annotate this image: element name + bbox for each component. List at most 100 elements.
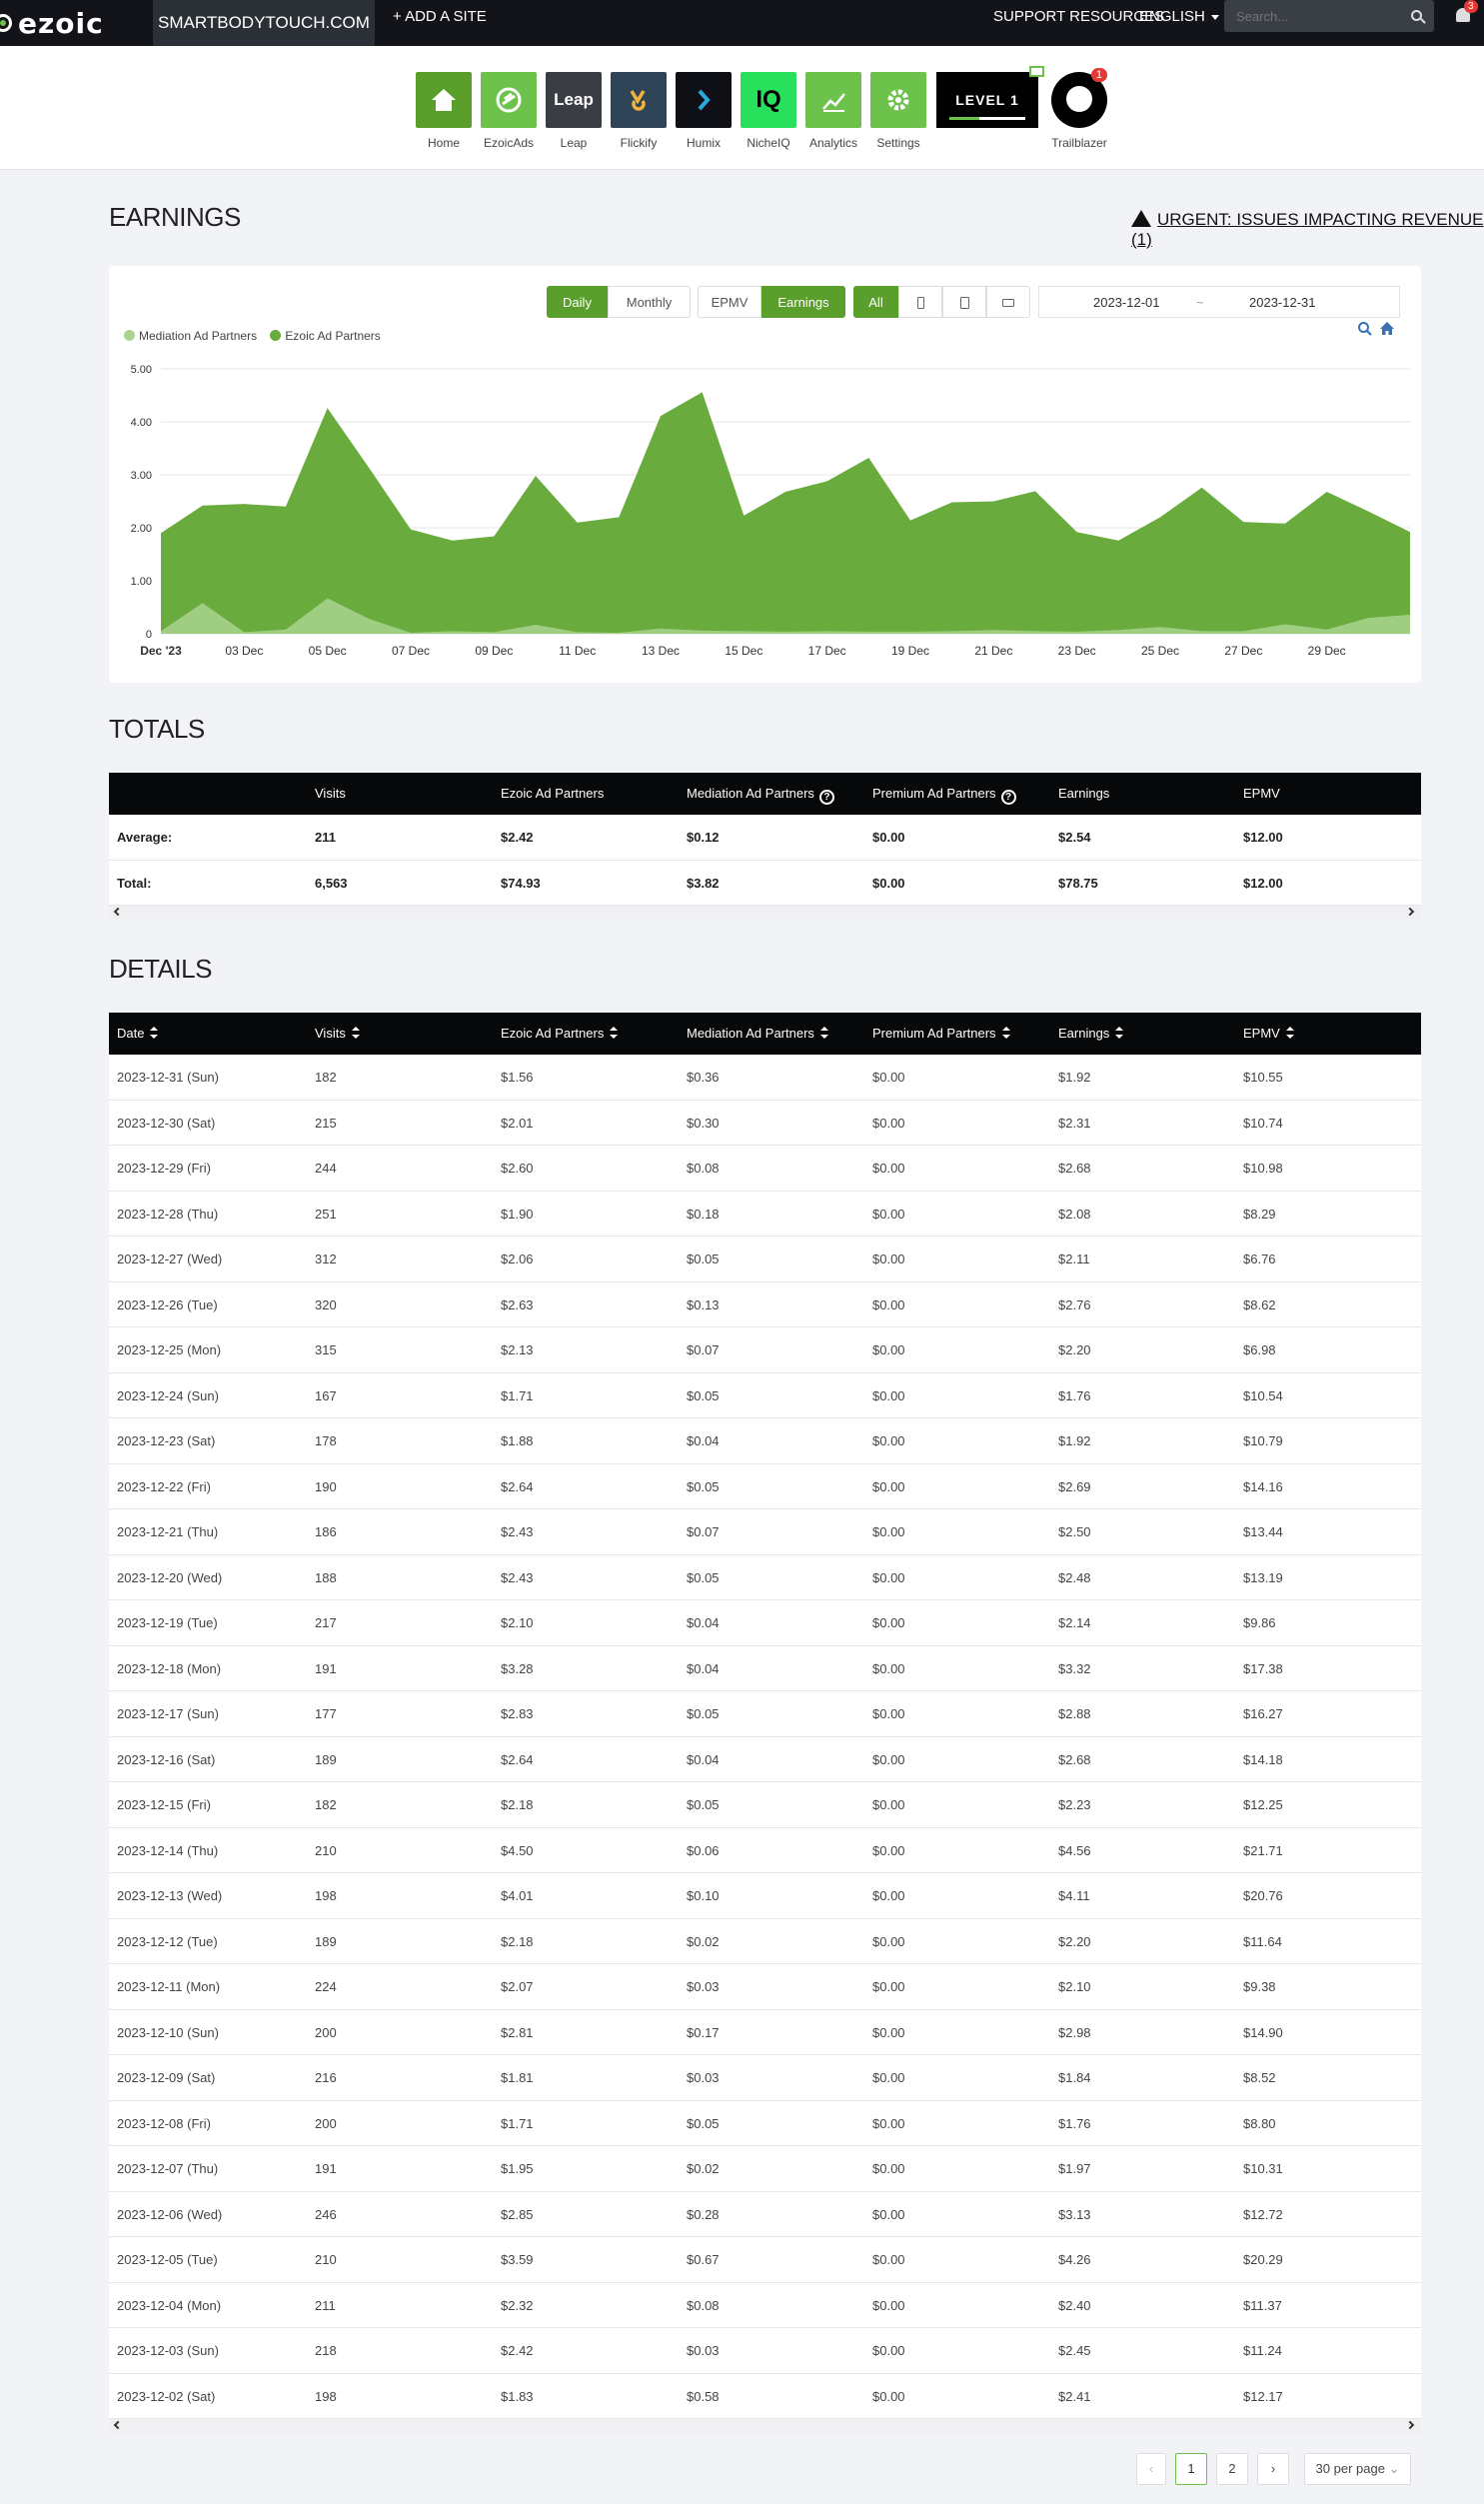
table-cell: 2023-12-21 (Thu): [117, 1524, 219, 1539]
table-row: 2023-12-11 (Mon) 224 $2.07 $0.03 $0.00 $2.10 $…: [109, 1964, 1421, 2010]
scroll-left-icon[interactable]: [113, 907, 123, 917]
table-row: 2023-12-28 (Thu) 251 $1.90 $0.18 $0.00 $2.08 $…: [109, 1192, 1421, 1237]
table-cell: $0.00: [872, 1569, 905, 1585]
table-cell: $2.63: [501, 1296, 534, 1312]
sort-icon[interactable]: [150, 1027, 159, 1039]
ezoicads-icon: [481, 72, 537, 128]
sort-icon[interactable]: [610, 1027, 619, 1039]
table-cell: $12.00: [1243, 875, 1283, 891]
table-cell: 189: [315, 1751, 337, 1767]
table-cell: 6,563: [315, 875, 348, 891]
earnings-button[interactable]: Earnings: [761, 286, 845, 318]
sort-icon[interactable]: [351, 1027, 360, 1039]
zoom-icon[interactable]: [1357, 321, 1373, 337]
table-cell: $0.00: [872, 1161, 905, 1176]
add-site-link[interactable]: + ADD A SITE: [393, 8, 487, 25]
app-settings[interactable]: Settings: [870, 72, 926, 150]
table-row: 2023-12-14 (Thu) 210 $4.50 $0.06 $0.00 $4.56 $…: [109, 1828, 1421, 1873]
urgent-issues-link[interactable]: URGENT: ISSUES IMPACTING REVENUE (1): [1131, 210, 1484, 250]
table-cell: $0.00: [872, 1387, 905, 1403]
date-from[interactable]: 2023-12-01: [1093, 295, 1160, 310]
legend-item-ezoic[interactable]: Ezoic Ad Partners: [270, 329, 381, 343]
sort-icon[interactable]: [1001, 1027, 1010, 1039]
app-analytics[interactable]: Analytics: [805, 72, 861, 150]
app-nicheiq[interactable]: IQ NicheIQ: [741, 72, 796, 150]
area-series-mediation[interactable]: [161, 598, 1410, 634]
horizontal-scrollbar[interactable]: [109, 906, 1421, 920]
app-flickify[interactable]: Flickify: [611, 72, 667, 150]
all-devices-button[interactable]: All: [853, 286, 898, 318]
table-cell: 244: [315, 1161, 337, 1176]
help-icon[interactable]: ?: [818, 790, 834, 805]
desktop-filter-button[interactable]: [986, 286, 1030, 318]
notifications-bell[interactable]: 3: [1455, 0, 1478, 24]
table-cell: $10.79: [1243, 1433, 1283, 1448]
legend-item-mediation[interactable]: Mediation Ad Partners: [124, 329, 257, 343]
app-trailblazer[interactable]: 1 Trailblazer: [1051, 68, 1107, 150]
column-header[interactable]: Date: [117, 1026, 159, 1041]
table-cell: $0.36: [687, 1070, 720, 1085]
next-page-button[interactable]: ›: [1257, 2453, 1289, 2485]
date-range-picker[interactable]: 2023-12-01 ~ 2023-12-31: [1038, 286, 1400, 318]
page-button-2[interactable]: 2: [1216, 2453, 1248, 2485]
tablet-filter-button[interactable]: [942, 286, 986, 318]
per-page-select[interactable]: 30 per page ⌄: [1304, 2453, 1411, 2485]
table-cell: 211: [315, 2297, 336, 2313]
app-leap[interactable]: Leap Leap: [546, 72, 602, 150]
home-icon: [416, 72, 472, 128]
support-resources-link[interactable]: SUPPORT RESOURCES: [993, 8, 1165, 25]
scroll-left-icon[interactable]: [113, 2420, 123, 2430]
y-tick-label: 0: [146, 629, 152, 641]
column-header[interactable]: Ezoic Ad Partners: [501, 1026, 619, 1041]
column-header-label: Visits: [315, 1026, 346, 1041]
table-cell: $1.81: [501, 2070, 534, 2085]
nicheiq-icon: IQ: [741, 72, 796, 128]
table-cell: 191: [315, 1660, 337, 1676]
column-header[interactable]: EPMV: [1243, 1026, 1294, 1041]
monthly-button[interactable]: Monthly: [608, 286, 691, 318]
mail-icon[interactable]: [1029, 66, 1044, 77]
horizontal-scrollbar[interactable]: [109, 2419, 1421, 2433]
search-input[interactable]: [1224, 0, 1394, 32]
page-button-1[interactable]: 1: [1175, 2453, 1207, 2485]
table-cell: $16.27: [1243, 1706, 1283, 1721]
table-cell: 186: [315, 1524, 337, 1539]
sort-icon[interactable]: [1285, 1027, 1294, 1039]
level-badge[interactable]: LEVEL 1: [936, 72, 1038, 128]
app-ezoicads[interactable]: EzoicAds: [481, 72, 537, 150]
table-cell: $0.05: [687, 1387, 720, 1403]
site-selector[interactable]: SMARTBODYTOUCH.COM: [153, 0, 375, 46]
mobile-filter-button[interactable]: [898, 286, 942, 318]
table-cell: $2.18: [501, 1797, 534, 1812]
table-cell: 2023-12-10 (Sun): [117, 2024, 219, 2040]
reset-zoom-home-icon[interactable]: [1379, 321, 1395, 337]
table-cell: $2.06: [501, 1252, 534, 1266]
help-icon[interactable]: ?: [1000, 790, 1016, 805]
table-cell: $11.37: [1243, 2297, 1282, 2313]
column-header[interactable]: Mediation Ad Partners: [687, 1026, 828, 1041]
language-dropdown[interactable]: ENGLISH: [1139, 0, 1219, 34]
date-to[interactable]: 2023-12-31: [1249, 295, 1316, 310]
column-header[interactable]: Earnings: [1058, 1026, 1124, 1041]
table-cell: $11.64: [1243, 1933, 1282, 1949]
scroll-right-icon[interactable]: [1405, 907, 1415, 917]
app-home[interactable]: Home: [416, 72, 472, 150]
epmv-button[interactable]: EPMV: [698, 286, 761, 318]
table-cell: $0.08: [687, 1161, 720, 1176]
ezoic-logo[interactable]: ezoic: [0, 0, 152, 46]
table-cell: $10.98: [1243, 1161, 1283, 1176]
daily-button[interactable]: Daily: [547, 286, 608, 318]
scroll-right-icon[interactable]: [1405, 2420, 1415, 2430]
column-header[interactable]: Visits: [315, 1026, 360, 1041]
column-header[interactable]: Premium Ad Partners: [872, 1026, 1010, 1041]
sort-icon[interactable]: [819, 1027, 828, 1039]
search-box[interactable]: [1224, 0, 1434, 32]
prev-page-button[interactable]: ‹: [1136, 2453, 1166, 2485]
table-cell: $0.07: [687, 1342, 720, 1357]
legend-label-mediation: Mediation Ad Partners: [139, 329, 258, 343]
sort-icon[interactable]: [1115, 1027, 1124, 1039]
area-series-ezoic[interactable]: [161, 392, 1410, 634]
table-cell: $0.00: [872, 2115, 905, 2131]
search-icon[interactable]: [1411, 10, 1422, 21]
app-humix[interactable]: Humix: [676, 72, 732, 150]
